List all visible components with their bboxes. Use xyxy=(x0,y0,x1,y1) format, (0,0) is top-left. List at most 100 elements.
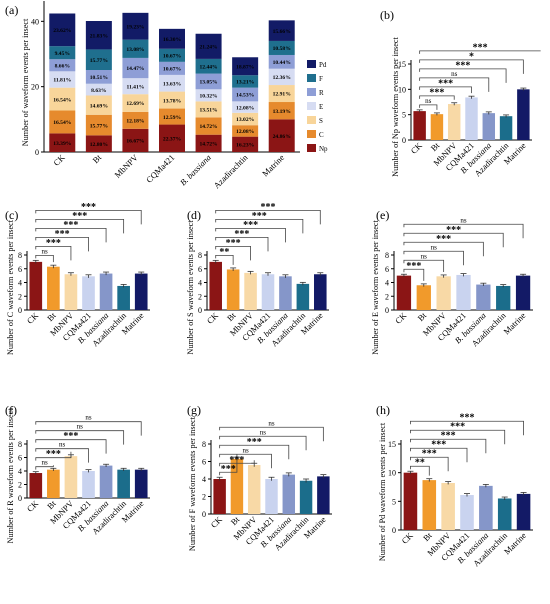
segment-percent-label: 12.59% xyxy=(163,115,182,121)
stack-bar-segment xyxy=(85,114,112,136)
significance-label: ** xyxy=(415,458,425,469)
segment-percent-label: 12.69% xyxy=(126,101,145,107)
significance-label: *** xyxy=(55,229,70,240)
y-tick-label: 6 xyxy=(202,458,206,467)
significance-label: *** xyxy=(436,234,451,245)
bar xyxy=(436,276,451,310)
bar xyxy=(456,274,471,310)
significance-label: ns xyxy=(242,446,249,454)
y-tick-label: 2 xyxy=(202,493,206,502)
bar xyxy=(265,479,278,514)
panel-label: (h) xyxy=(376,403,390,417)
y-tick-label: 4 xyxy=(202,475,206,484)
segment-percent-label: 24.86% xyxy=(273,134,292,140)
y-axis-title: Number of waveform events per insect xyxy=(21,18,30,146)
stack-bar-segment xyxy=(122,57,149,79)
stack-bar-segment xyxy=(49,110,76,134)
significance-label: ns xyxy=(268,419,275,427)
significance-bracket xyxy=(403,250,464,266)
stack-bar-segment xyxy=(232,101,259,113)
segment-percent-label: 14.47% xyxy=(126,66,145,72)
stack-bar-segment xyxy=(49,71,76,88)
segment-percent-label: 13.63% xyxy=(163,81,182,87)
bar xyxy=(282,474,296,514)
bar xyxy=(247,465,261,514)
x-tick-label: CK xyxy=(205,310,221,326)
stack-bar-segment xyxy=(159,108,185,125)
significance-label: *** xyxy=(221,464,236,475)
segment-percent-label: 10.44% xyxy=(273,60,292,66)
significance-label: ns xyxy=(460,216,467,224)
bar xyxy=(517,89,530,140)
significance-label: *** xyxy=(460,413,475,424)
bar xyxy=(460,495,474,530)
stack-bar-segment xyxy=(232,57,259,76)
y-tick-label: 15 xyxy=(388,440,396,449)
y-axis-title: Number of Np waveform events per insect xyxy=(391,36,400,176)
bar xyxy=(134,469,148,498)
stack-bar-segment xyxy=(268,54,295,69)
y-tick-label: 8 xyxy=(202,440,206,449)
x-tick-label: CK xyxy=(409,140,425,156)
significance-bracket xyxy=(410,447,468,463)
significance-bracket xyxy=(35,236,89,252)
significance-bracket xyxy=(219,426,324,442)
stack-bar-segment xyxy=(85,95,112,115)
significance-bracket xyxy=(35,451,72,461)
significance-bracket xyxy=(410,438,487,454)
stack-bar-segment xyxy=(268,20,295,41)
segment-percent-label: 10.32% xyxy=(199,94,218,100)
segment-percent-label: 8.66% xyxy=(55,63,71,69)
stack-bar-segment xyxy=(159,48,185,62)
segment-percent-label: 10.51% xyxy=(90,75,109,81)
significance-bracket xyxy=(419,95,455,100)
segment-percent-label: 19.23% xyxy=(126,24,145,30)
bar xyxy=(47,266,60,310)
x-tick-label: Azadirachtin xyxy=(211,152,250,191)
y-tick-label: 0 xyxy=(198,306,202,315)
legend-label: S xyxy=(319,117,323,125)
y-tick-label: 0 xyxy=(402,136,406,145)
stack-bar-segment xyxy=(85,21,112,50)
y-tick-label: 6 xyxy=(18,265,22,274)
significance-label: *** xyxy=(473,42,488,53)
y-axis-title: Number of C waveform events per insect xyxy=(6,219,15,355)
x-tick-label: CK xyxy=(393,310,409,326)
legend-swatch xyxy=(307,144,316,152)
segment-percent-label: 13.21% xyxy=(236,80,255,86)
bar xyxy=(447,104,461,140)
panel-label: (c) xyxy=(5,208,18,222)
y-tick-label: 0 xyxy=(35,148,39,157)
legend-swatch xyxy=(307,102,316,110)
segment-percent-label: 10.58% xyxy=(273,46,292,52)
y-tick-label: 5 xyxy=(402,111,406,120)
bar xyxy=(82,276,95,310)
segment-percent-label: 21.24% xyxy=(199,45,218,51)
stack-bar-segment xyxy=(268,68,295,86)
stack-bar-segment xyxy=(159,91,185,109)
significance-label: *** xyxy=(63,220,78,231)
segment-percent-label: 12.80% xyxy=(90,142,109,148)
significance-label: *** xyxy=(229,455,244,466)
significance-bracket xyxy=(410,420,524,436)
bar xyxy=(29,261,43,310)
significance-label: *** xyxy=(226,238,241,249)
stack-bar-segment xyxy=(195,134,222,152)
stack-bar-segment xyxy=(268,102,295,120)
x-tick-label: CQMa421 xyxy=(144,152,176,184)
significance-label: *** xyxy=(72,211,87,222)
bar xyxy=(29,473,43,498)
legend-swatch xyxy=(307,130,316,138)
significance-label: *** xyxy=(261,202,276,213)
legend-swatch xyxy=(307,74,316,82)
stack-bar-segment xyxy=(232,112,259,126)
stack-bar-segment xyxy=(159,61,185,75)
segment-percent-label: 13.05% xyxy=(199,80,218,86)
significance-label: * xyxy=(469,51,474,62)
bar xyxy=(516,493,531,530)
y-tick-label: 8 xyxy=(385,251,389,260)
significance-bracket xyxy=(219,435,307,451)
